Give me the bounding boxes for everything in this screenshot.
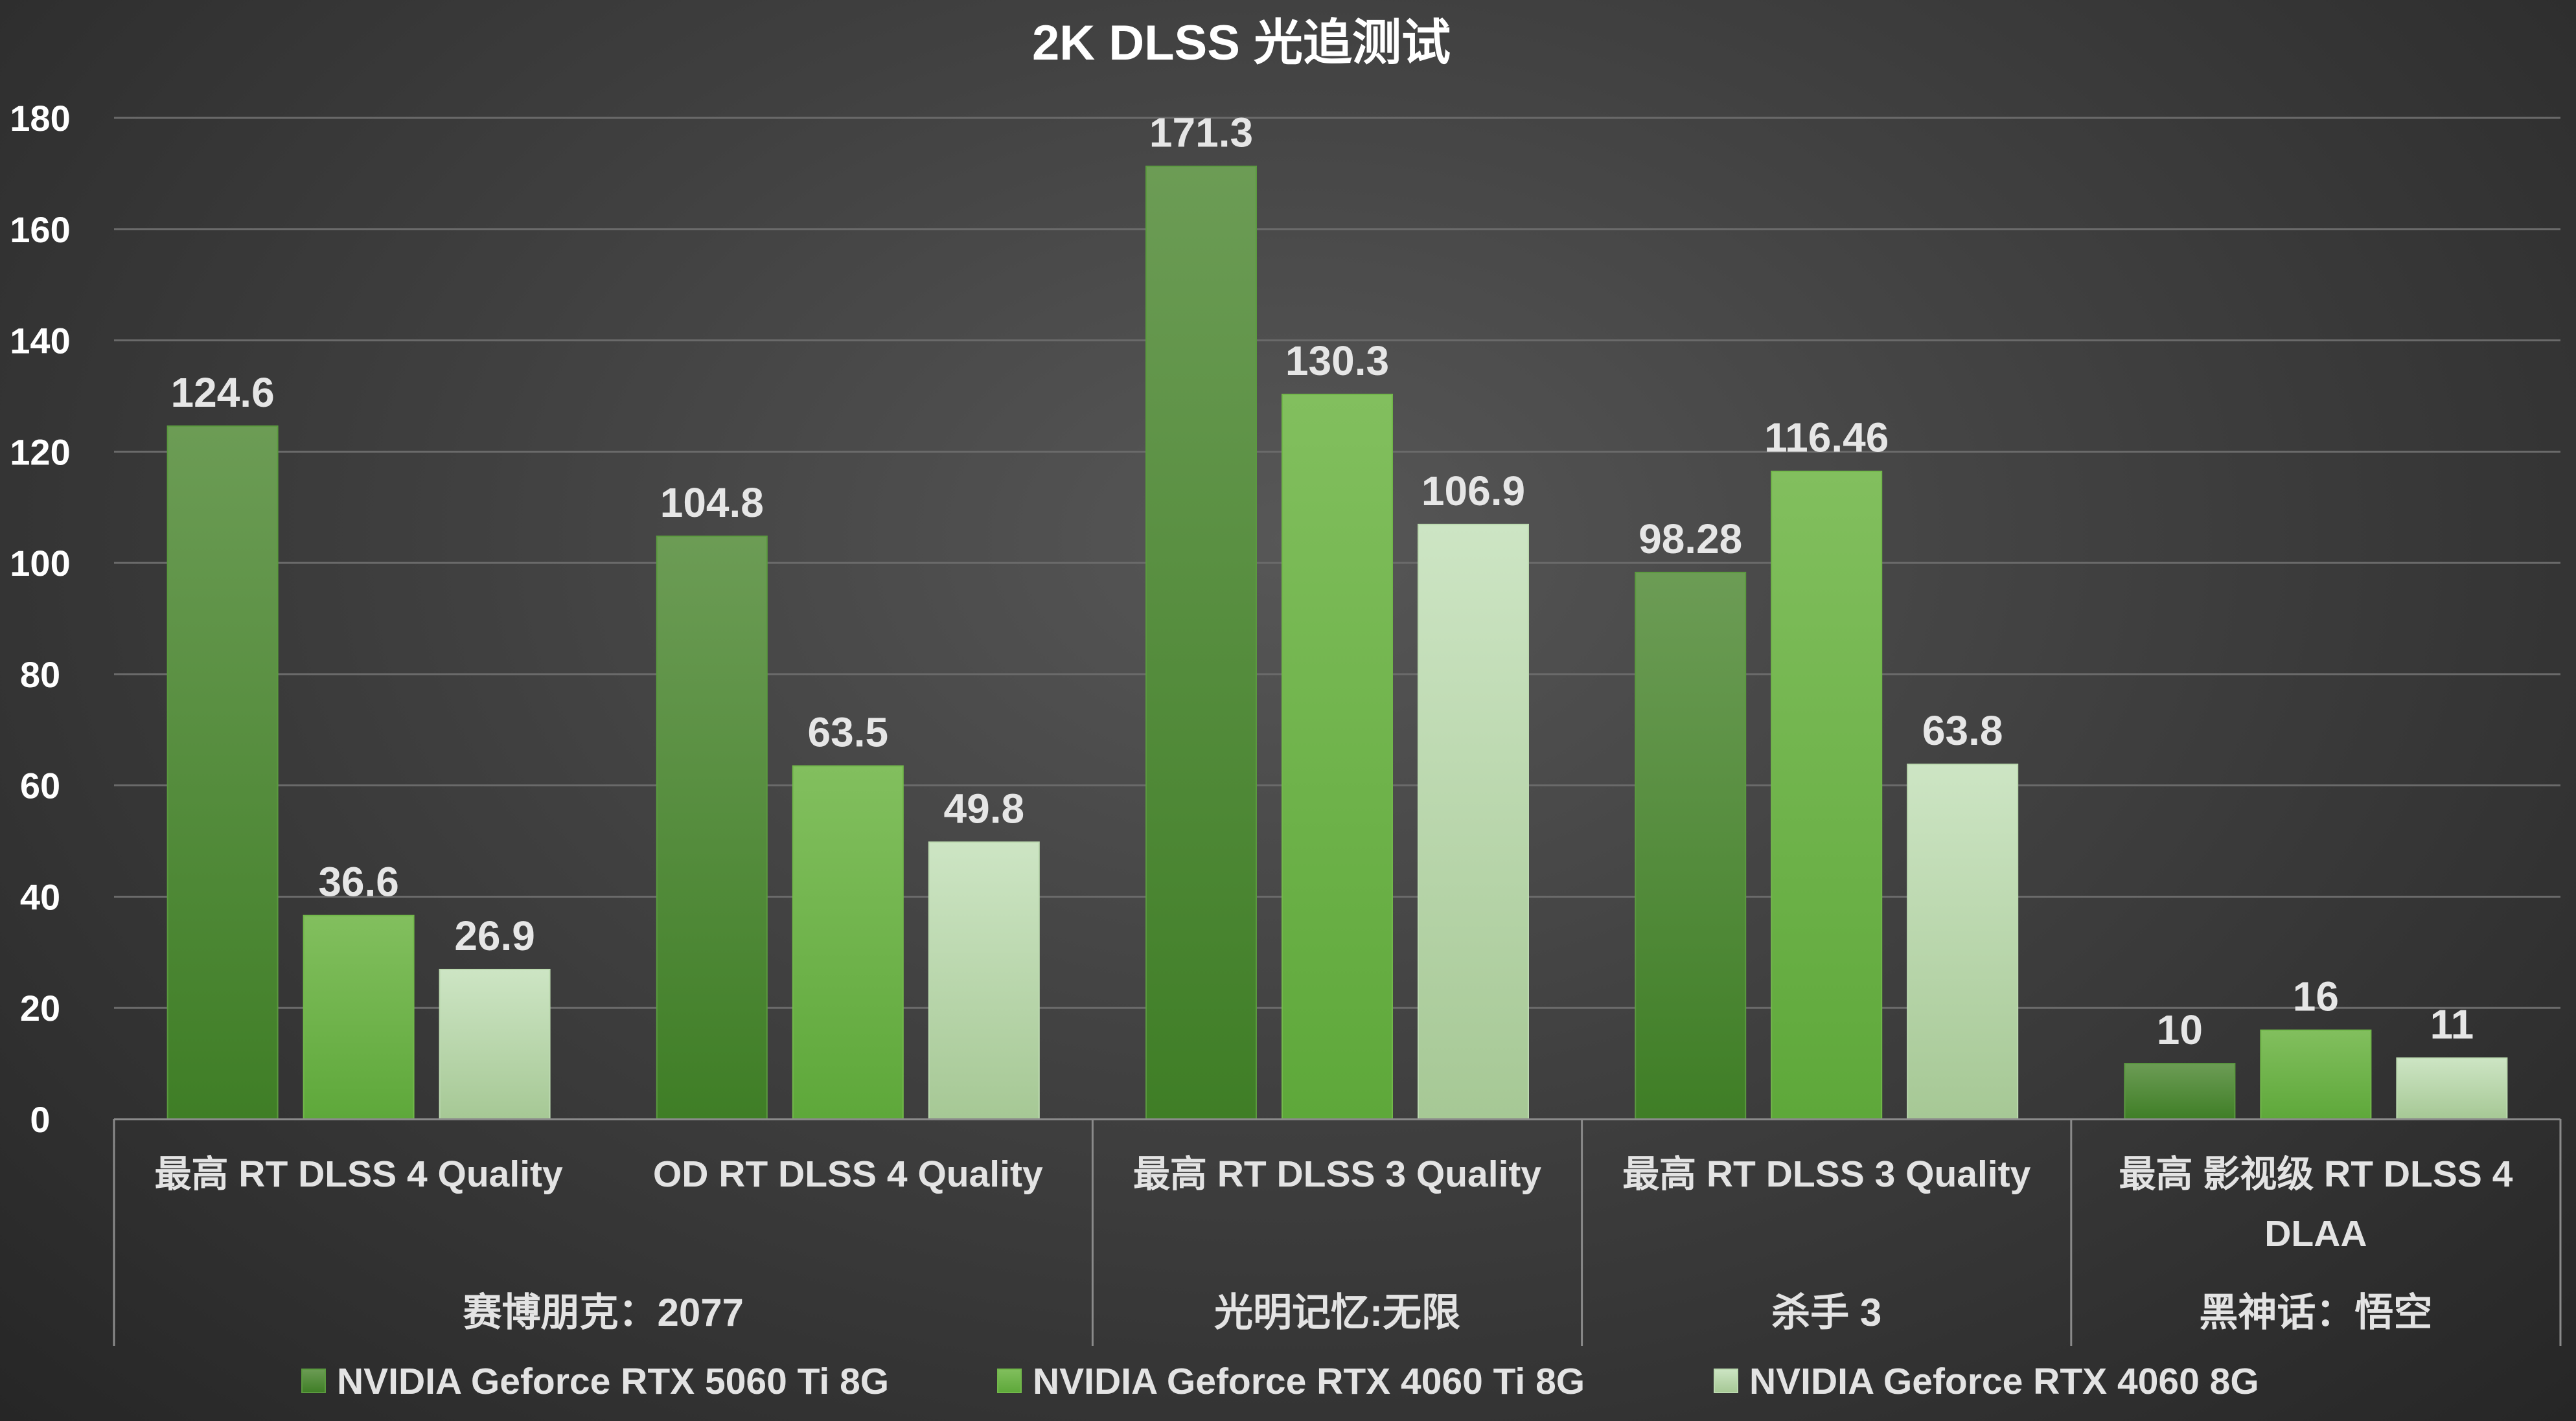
data-label: 26.9 (454, 913, 535, 959)
y-tick-label: 120 (10, 431, 70, 472)
data-label: 49.8 (944, 785, 1025, 832)
x-tick-label: 最高 RT DLSS 4 Quality (154, 1154, 563, 1195)
bar-3-5 (2396, 1057, 2508, 1120)
bar-2-3 (1282, 393, 1393, 1120)
data-label: 130.3 (1285, 337, 1389, 384)
bar-3-1 (439, 968, 551, 1120)
bar-2-5 (2260, 1029, 2372, 1120)
bar-3-3 (1418, 523, 1529, 1120)
chart-title: 2K DLSS 光追测试 (1032, 16, 1451, 71)
bar-1-4 (1635, 571, 1747, 1120)
y-tick-label: 180 (10, 98, 70, 139)
data-label: 10 (2157, 1006, 2203, 1053)
legend-label-3: NVIDIA Geforce RTX 4060 8G (1749, 1361, 2259, 1402)
x-tick-label: 最高 RT DLSS 3 Quality (1133, 1154, 1542, 1195)
bar-3-2 (928, 841, 1040, 1120)
y-tick-label: 80 (20, 654, 60, 695)
group-label: 赛博朋克：2077 (463, 1291, 743, 1334)
bar-1-5 (2124, 1063, 2236, 1120)
bar-3-4 (1907, 764, 2019, 1120)
y-tick-label: 60 (20, 766, 60, 806)
bar-2-2 (792, 765, 904, 1120)
legend-swatch-2 (997, 1369, 1022, 1393)
legend-swatch-3 (1714, 1369, 1738, 1393)
data-label: 171.3 (1149, 109, 1253, 156)
data-label: 16 (2293, 973, 2339, 1020)
bar-1-2 (656, 535, 768, 1120)
y-tick-label: 20 (20, 988, 60, 1029)
bar-2-1 (303, 915, 415, 1120)
bar-1-1 (167, 425, 279, 1120)
y-tick-label: 160 (10, 209, 70, 250)
legend-label-2: NVIDIA Geforce RTX 4060 Ti 8G (1033, 1361, 1585, 1402)
x-tick-label: 最高 影视级 RT DLSS 4 (2119, 1154, 2513, 1195)
y-tick-label: 0 (30, 1099, 50, 1140)
x-tick-label: 最高 RT DLSS 3 Quality (1622, 1154, 2031, 1195)
legend-label-1: NVIDIA Geforce RTX 5060 Ti 8G (337, 1361, 889, 1402)
legend: NVIDIA Geforce RTX 5060 Ti 8G NVIDIA Gefo… (301, 1361, 2259, 1402)
group-label: 杀手 3 (1771, 1291, 1881, 1334)
data-label: 98.28 (1639, 516, 1742, 562)
x-tick-label: OD RT DLSS 4 Quality (653, 1154, 1043, 1195)
data-label: 63.8 (1922, 707, 2003, 754)
bar-1-3 (1145, 165, 1257, 1120)
group-label: 光明记忆:无限 (1214, 1291, 1460, 1334)
y-tick-label: 100 (10, 543, 70, 584)
data-label: 106.9 (1421, 468, 1525, 514)
y-tick-label: 40 (20, 876, 60, 917)
data-label: 124.6 (171, 369, 275, 416)
y-tick-label: 140 (10, 321, 70, 361)
data-label: 63.5 (808, 709, 889, 756)
group-label: 黑神话：悟空 (2199, 1291, 2432, 1334)
data-label: 11 (2430, 1001, 2474, 1048)
x-tick-label: DLAA (2264, 1213, 2367, 1255)
data-label: 36.6 (318, 859, 399, 905)
data-label: 104.8 (660, 479, 764, 526)
legend-swatch-1 (301, 1369, 326, 1393)
bar-2-4 (1771, 470, 1883, 1120)
data-label: 116.46 (1764, 415, 1889, 461)
